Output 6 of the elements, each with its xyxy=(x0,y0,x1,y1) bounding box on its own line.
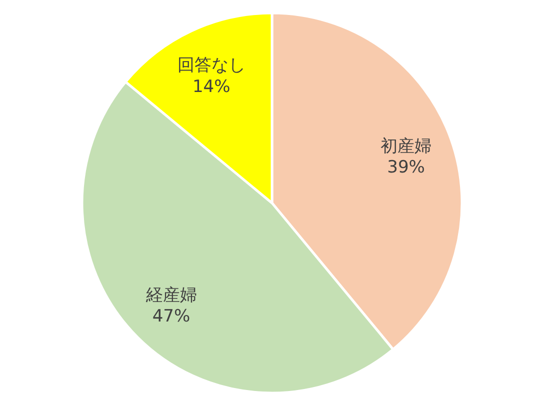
data-label: 39% xyxy=(387,158,425,178)
data-label: 14% xyxy=(192,76,230,97)
slice-label: 経産婦 xyxy=(144,285,197,306)
slice-label: 回答なし xyxy=(177,56,246,76)
slice-label: 初産婦 xyxy=(380,136,432,156)
data-label: 47% xyxy=(152,306,190,327)
